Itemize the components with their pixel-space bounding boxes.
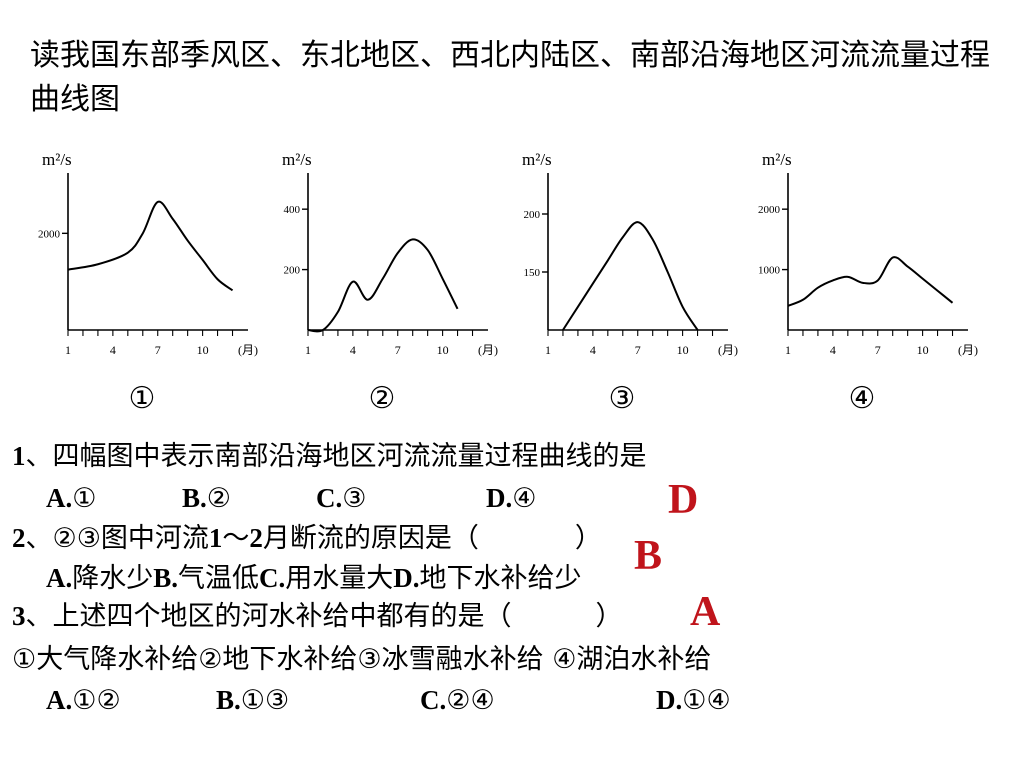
q2-option-a[interactable]: A.降水少 [46, 563, 154, 594]
x-unit-label: (月) [238, 343, 258, 357]
series-line [307, 238, 459, 333]
page-title: 读我国东部季风区、东北地区、西北内陆区、南部沿海地区河流流量过程曲线图 [30, 38, 990, 117]
x-tick-label: 4 [350, 343, 356, 357]
x-tick-label: 10 [437, 343, 449, 357]
q2-option-d[interactable]: D.地下水补给少 [393, 563, 582, 594]
x-tick-label: 4 [590, 343, 596, 357]
q3-option-c[interactable]: C.②④ [420, 685, 495, 716]
x-unit-label: (月) [478, 343, 498, 357]
chart-3: m²/s 150 200 1 4 7 10 (月) ③ [522, 150, 738, 416]
x-tick-label: 7 [155, 343, 161, 357]
y-tick-label: 1000 [758, 265, 781, 277]
x-tick-label: 4 [110, 343, 116, 357]
question-1-number: 1 [12, 441, 26, 471]
q1-option-b[interactable]: B.② [182, 483, 231, 514]
y-tick-label: 400 [284, 204, 301, 216]
answer-q2: B [634, 533, 663, 579]
q3-option-d[interactable]: D.①④ [656, 685, 731, 716]
x-tick-label: 4 [830, 343, 836, 357]
x-tick-label: 1 [65, 343, 71, 357]
chart-number-label: ④ [849, 381, 876, 416]
q3-option-a[interactable]: A.①② [46, 685, 121, 716]
q3-option-b[interactable]: B.①③ [216, 685, 290, 716]
y-unit-label: m²/s [522, 150, 552, 169]
x-tick-label: 7 [395, 343, 401, 357]
x-unit-label: (月) [958, 343, 978, 357]
q2-options: A.降水少B.气温低C.用水量大D.地下水补给少 [46, 558, 582, 599]
y-tick-label: 200 [524, 209, 541, 221]
q2-option-c[interactable]: C.用水量大 [259, 563, 394, 594]
q1-option-a[interactable]: A.① [46, 483, 97, 514]
x-unit-label: (月) [718, 343, 738, 357]
q1-option-c[interactable]: C.③ [316, 483, 367, 514]
chart-1: m²/s 2000 1 4 7 10 (月) ① [38, 150, 258, 416]
y-tick-label: 2000 [758, 204, 781, 216]
answer-q1: D [668, 477, 699, 523]
question-3: 3、上述四个地区的河水补给中都有的是（） [12, 601, 623, 632]
x-tick-label: 10 [917, 343, 929, 357]
y-tick-label: 2000 [38, 228, 61, 240]
chart-number-label: ① [129, 381, 156, 416]
y-unit-label: m²/s [42, 150, 72, 169]
chart-number-label: ② [369, 381, 396, 416]
x-tick-label: 1 [785, 343, 791, 357]
series-line [562, 221, 699, 331]
question-2: 2、②③图中河流1～2月断流的原因是（） [12, 523, 602, 554]
y-unit-label: m²/s [762, 150, 792, 169]
series-line [67, 200, 234, 292]
x-tick-label: 7 [635, 343, 641, 357]
y-tick-label: 200 [284, 265, 301, 277]
chart-4: m²/s 1000 2000 1 4 7 10 (月) ④ [758, 150, 978, 416]
chart-2: m²/s 200 400 1 4 7 10 (月) ② [282, 150, 498, 416]
x-tick-label: 10 [677, 343, 689, 357]
q2-option-b[interactable]: B.气温低 [153, 563, 260, 594]
question-1-text: 、四幅图中表示南部沿海地区河流流量过程曲线的是 [25, 441, 647, 472]
q1-option-d[interactable]: D.④ [486, 483, 537, 514]
x-tick-label: 1 [305, 343, 311, 357]
x-tick-label: 1 [545, 343, 551, 357]
question-1: 1、四幅图中表示南部沿海地区河流流量过程曲线的是 [12, 436, 647, 477]
x-tick-label: 10 [197, 343, 209, 357]
y-unit-label: m²/s [282, 150, 312, 169]
answer-q3: A [690, 589, 721, 635]
chart-number-label: ③ [609, 381, 636, 416]
x-tick-label: 7 [875, 343, 881, 357]
supply-types: ①大气降水补给②地下水补给③冰雪融水补给 ④湖泊水补给 [12, 644, 712, 675]
y-tick-label: 150 [524, 267, 541, 279]
series-line [787, 256, 954, 307]
